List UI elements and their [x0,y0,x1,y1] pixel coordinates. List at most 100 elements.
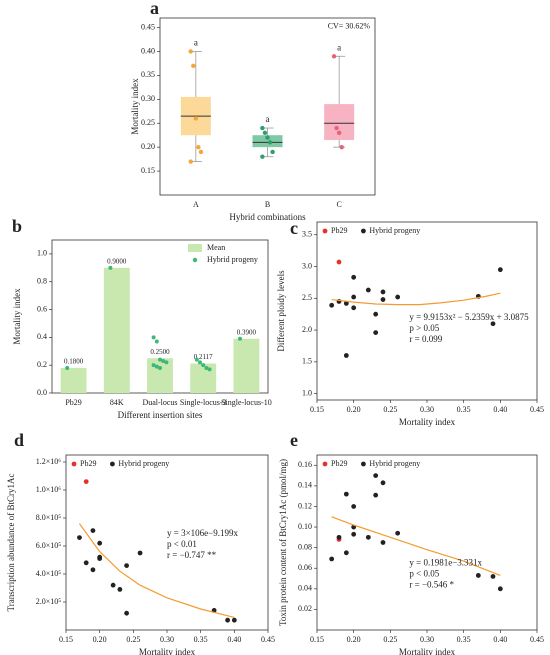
point [108,265,113,270]
y-tick-label: 8.0×10⁵ [36,513,62,522]
x-tick-label: 0.15 [59,635,73,644]
point [231,617,237,623]
x-axis-label: Mortality index [399,417,456,427]
point [238,336,242,341]
point [475,573,481,578]
point [339,144,344,150]
point [343,550,349,556]
x-tick-label: Dual-locus [142,398,177,407]
y-tick-label: 2.0 [302,325,312,334]
y-tick-label: 0.0 [37,388,47,397]
trend-line [331,292,501,306]
plot-frame [316,454,538,631]
point [90,567,96,573]
x-tick-label: 0.45 [530,405,544,414]
point [343,300,349,306]
point [158,357,162,362]
legend-label: Mean [207,243,225,252]
x-tick-label: 0.15 [310,405,324,414]
point [380,540,386,545]
point [124,610,129,616]
y-tick-label: 0.35 [141,70,155,79]
y-tick-label: 0.20 [141,142,155,151]
point [196,144,201,150]
point [225,617,231,623]
y-tick-label: 0.45 [141,22,155,31]
value-label: 0.2117 [194,353,213,361]
value-label: 0.1800 [64,358,84,366]
point [351,274,357,280]
point [373,330,379,336]
point [351,504,357,509]
point [365,287,371,293]
annotation: r = 0.099 [409,334,442,344]
x-axis-label: Different insertion sites [118,410,203,420]
y-tick-label: 0.16 [298,460,312,469]
y-tick-label: 3.5 [302,230,312,239]
trend-line [78,523,235,618]
point [97,556,103,561]
point [198,360,202,365]
point [154,339,159,344]
x-tick-label: 0.40 [493,635,507,644]
annotation: p < 0.01 [167,539,197,549]
x-tick-label: B [265,200,270,209]
point [90,528,96,533]
point [260,154,265,159]
point [207,367,212,372]
panel-letter: a [150,0,159,18]
x-tick-label: 0.25 [126,635,140,644]
point [117,587,123,592]
panel-letter: e [290,430,298,450]
x-tick-label: 0.45 [530,635,544,644]
point [490,321,496,327]
legend-label: Hybrid progeny [207,255,258,264]
y-tick-label: 0.8 [37,277,47,286]
x-tick-label: 0.30 [420,635,434,644]
point [83,560,89,566]
x-axis-label: Mortality index [399,647,456,655]
legend-label: Hybrid progeny [369,226,420,235]
x-tick-label: 0.40 [493,405,507,414]
x-tick-label: Pb29 [65,398,81,407]
bar [60,367,87,393]
legend-swatch [361,228,366,234]
y-tick-label: 0.04 [298,584,312,593]
x-tick-label: 0.20 [347,405,361,414]
legend-swatch [322,461,328,467]
annotation: p > 0.05 [409,323,439,333]
bar [103,267,130,393]
legend-swatch [361,461,366,467]
point [164,360,169,365]
annotation: r = −0.546 * [409,580,454,590]
x-tick-label: 0.20 [347,635,361,644]
x-tick-label: 0.25 [383,405,397,414]
point [158,365,162,370]
y-tick-label: 6.0×10⁵ [36,541,62,550]
value-label: 0.2500 [150,348,170,356]
legend-swatch [322,228,328,234]
y-tick-label: 3.0 [302,261,312,270]
bar [233,338,260,393]
x-tick-label: A [193,200,199,209]
y-tick-label: 0.14 [298,481,312,490]
point [373,492,379,498]
x-tick-label: 0.20 [93,635,107,644]
y-tick-label: 0.02 [298,604,312,613]
point [336,130,342,136]
point [343,491,349,497]
y-tick-label: 0.06 [298,563,312,572]
point [193,116,199,121]
panel-letter: b [12,216,22,236]
value-label: 0.9000 [107,257,127,265]
x-axis-label: Mortality index [139,647,196,655]
annotation: r = −0.747 ** [167,550,217,560]
x-tick-label: 0.25 [383,635,397,644]
legend-label: Pb29 [331,459,347,468]
value-label: 0.3900 [237,328,257,336]
y-tick-label: 0.12 [298,501,312,510]
y-tick-label: 0.25 [141,118,155,127]
point [380,297,386,302]
legend-swatch [71,461,77,467]
